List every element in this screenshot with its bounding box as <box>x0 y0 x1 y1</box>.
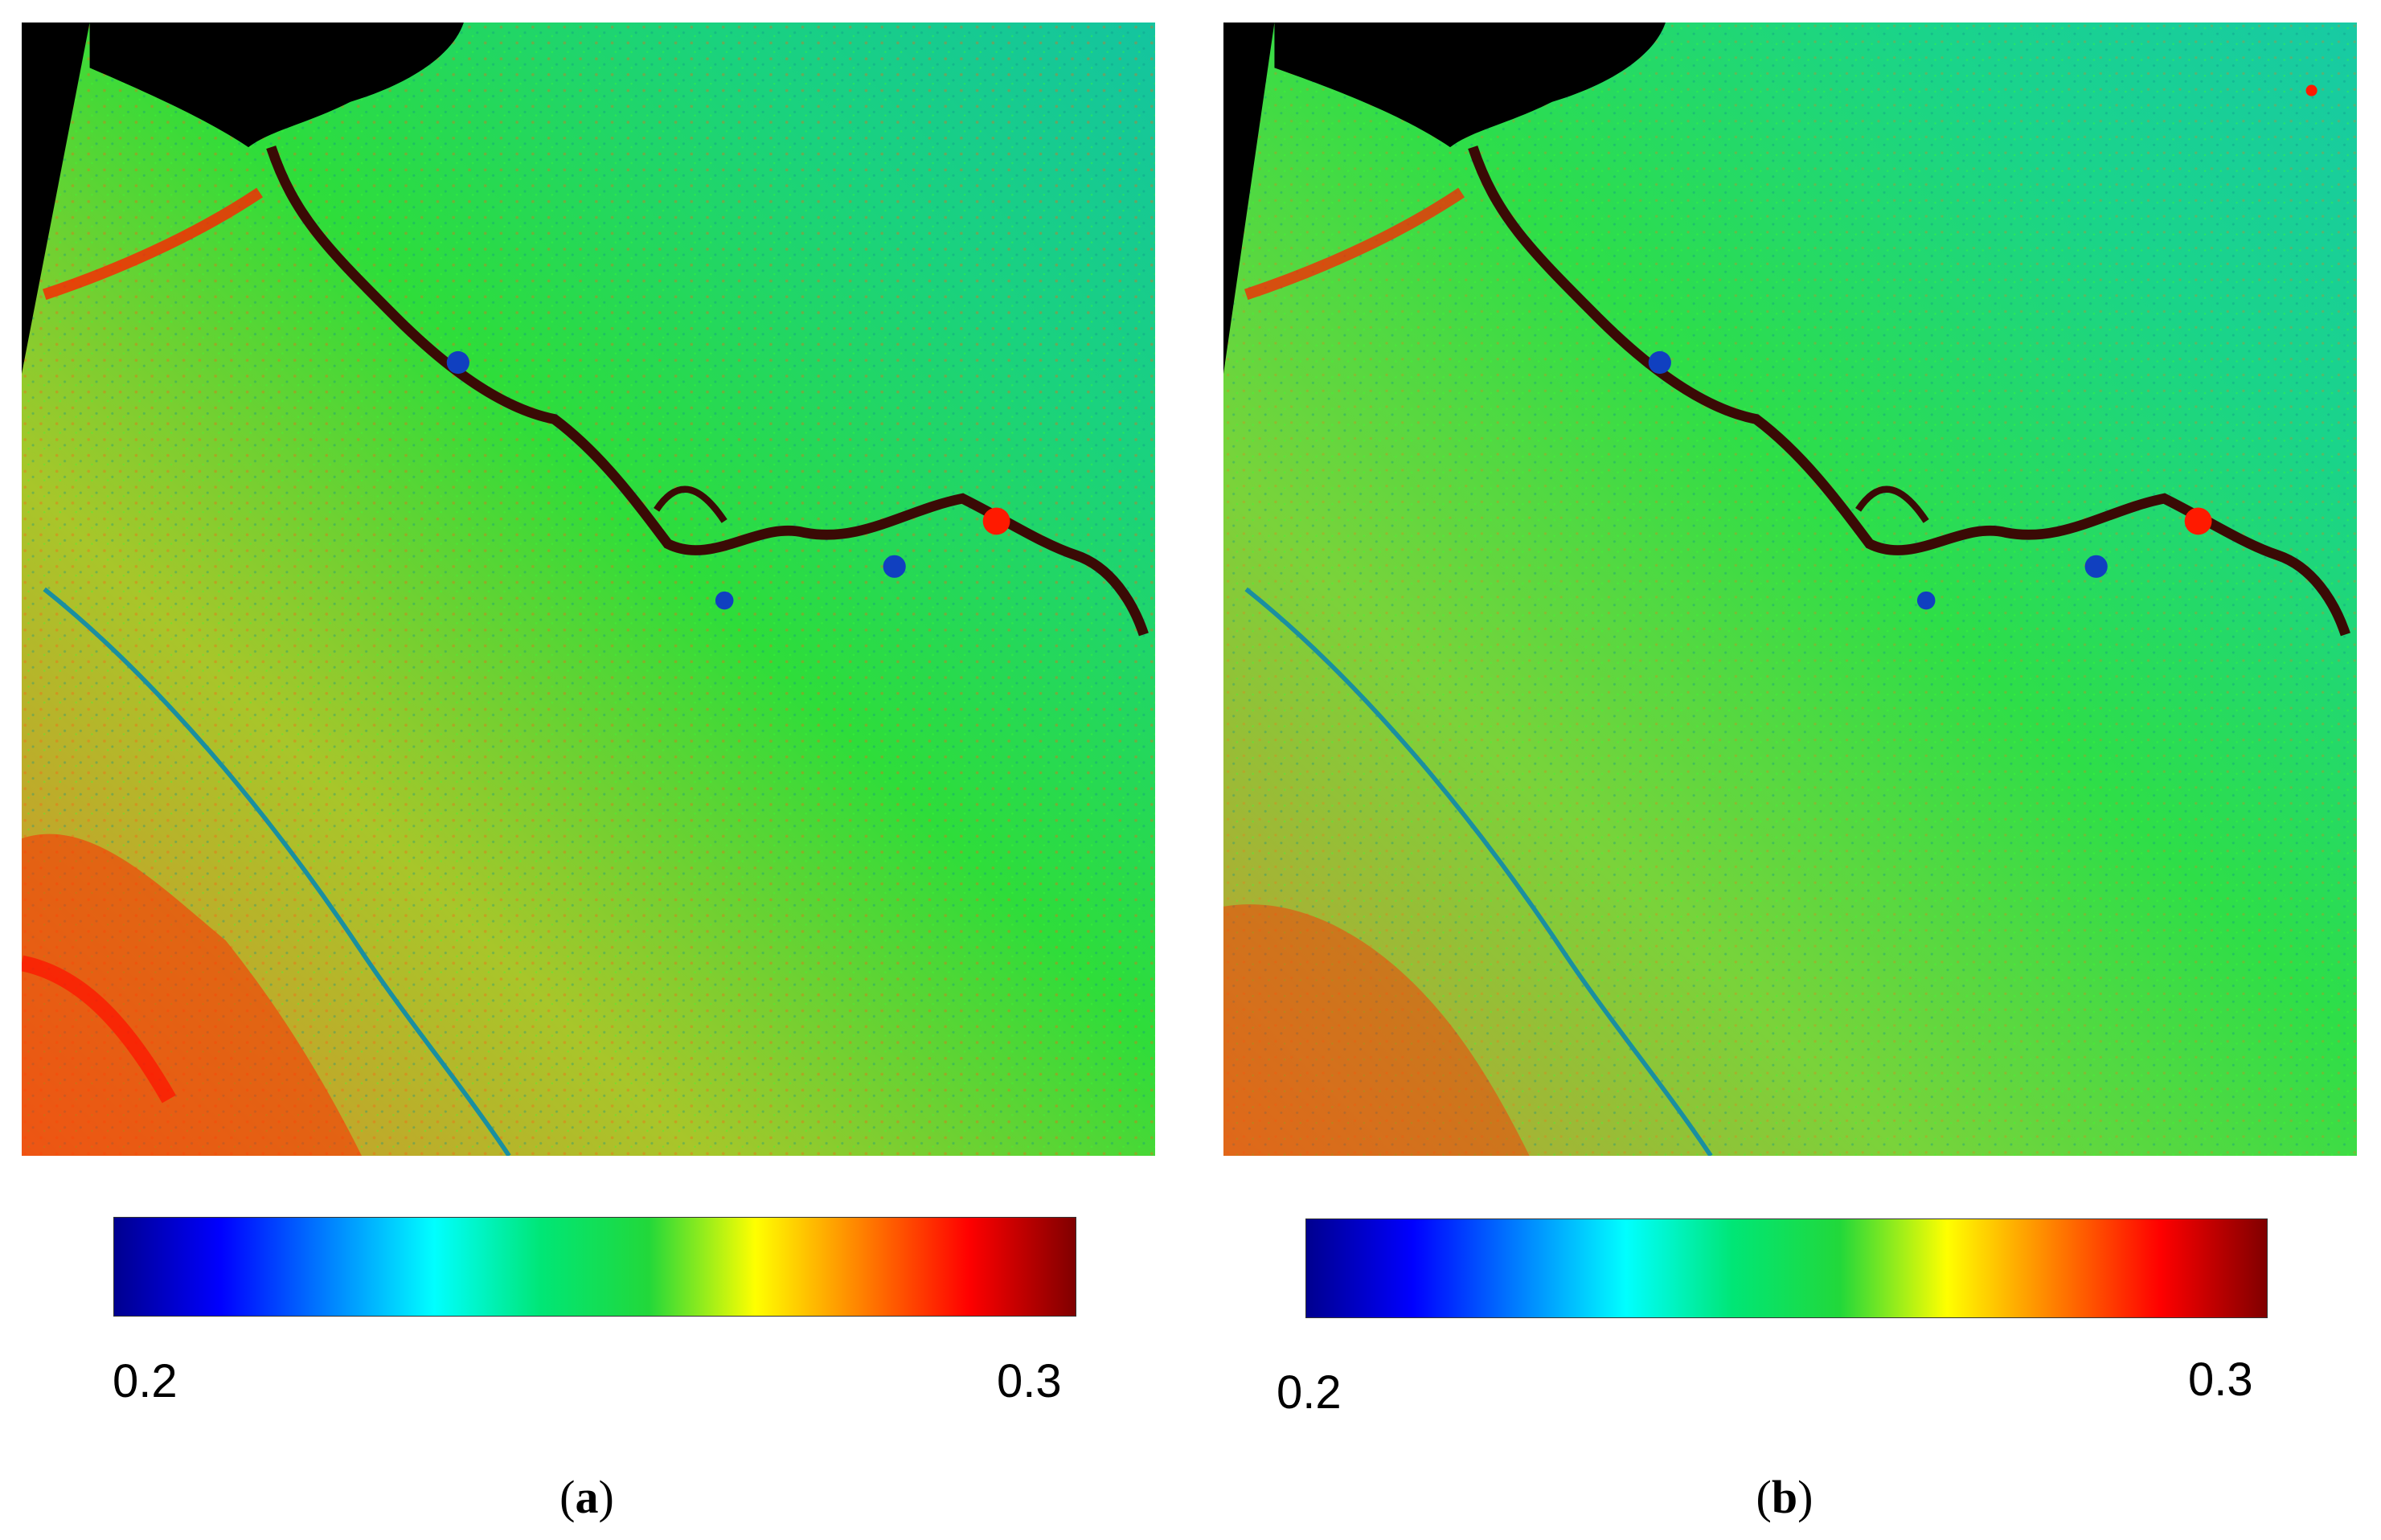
caption-letter: a <box>575 1471 599 1523</box>
caption-letter: b <box>1771 1471 1798 1523</box>
raster-map-image <box>1223 23 2357 1156</box>
colorbar-max-label: 0.3 <box>2188 1354 2253 1406</box>
colorbar <box>1305 1218 2268 1318</box>
caption-open: ( <box>559 1471 576 1523</box>
figure-panel-a: 0.2 0.3 (a) <box>0 0 1174 1540</box>
caption-close: ) <box>598 1471 614 1523</box>
figure-panel-b: 0.2 0.3 (b) <box>1206 0 2379 1540</box>
panel-caption: (a) <box>506 1474 667 1521</box>
raster-map-image <box>22 23 1155 1156</box>
colorbar-min-label: 0.2 <box>113 1355 178 1407</box>
colorbar <box>113 1217 1076 1317</box>
caption-close: ) <box>1797 1471 1813 1523</box>
raster-map <box>22 23 1155 1156</box>
colorbar-max-label: 0.3 <box>997 1355 1062 1407</box>
panel-caption: (b) <box>1704 1474 1865 1521</box>
caption-open: ( <box>1756 1471 1772 1523</box>
raster-map <box>1223 23 2357 1156</box>
colorbar-min-label: 0.2 <box>1277 1366 1342 1419</box>
